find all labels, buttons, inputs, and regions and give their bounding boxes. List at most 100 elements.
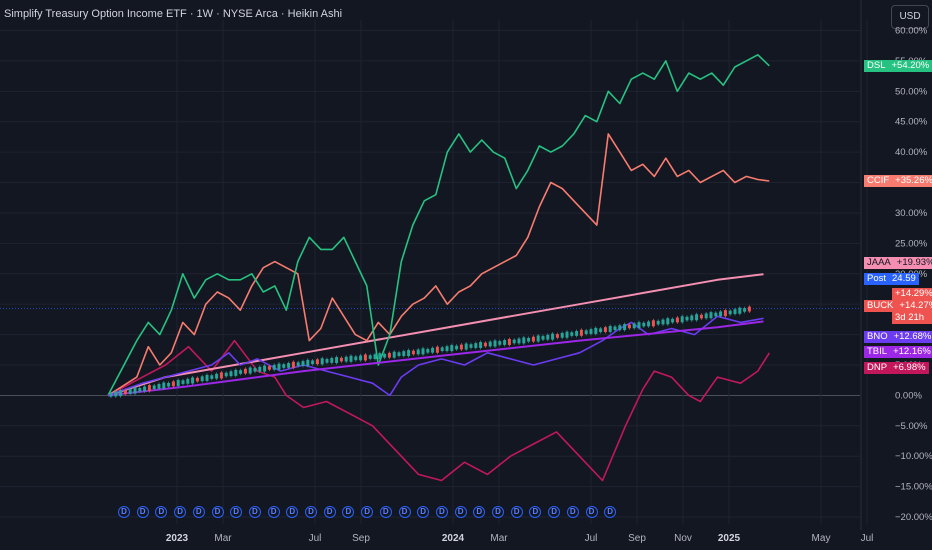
dividend-marker[interactable]: D xyxy=(454,506,467,518)
dividend-marker[interactable]: D xyxy=(473,506,486,518)
dividend-marker[interactable]: D xyxy=(211,506,224,518)
candle-body xyxy=(661,319,665,325)
candle-body xyxy=(551,333,555,340)
x-tick-label: Sep xyxy=(352,533,370,544)
y-tick-label: 50.00% xyxy=(895,86,928,97)
candle-body xyxy=(215,373,219,379)
candle-body xyxy=(728,310,732,315)
candle-body xyxy=(723,310,727,317)
price-tag-jaaa[interactable]: JAAA +19.93% xyxy=(864,257,932,269)
candle-body xyxy=(234,369,238,376)
dividend-marker[interactable]: D xyxy=(174,506,187,518)
candle-body xyxy=(536,335,540,342)
bar-countdown: 3d 21h xyxy=(892,312,932,324)
price-tag-symbol: CCIF xyxy=(864,175,893,187)
price-tag-value: +6.98% xyxy=(890,362,929,374)
currency-selector[interactable]: USD xyxy=(891,5,929,29)
candle-body xyxy=(368,355,372,359)
candle-body xyxy=(531,336,535,342)
dividend-marker[interactable]: D xyxy=(398,506,411,518)
candle-body xyxy=(224,372,228,377)
candle-body xyxy=(608,325,612,332)
series-line-ccif[interactable] xyxy=(107,133,770,397)
y-tick-label: −15.00% xyxy=(895,482,932,493)
dividend-marker[interactable]: D xyxy=(585,506,598,518)
candle-body xyxy=(287,363,291,368)
candle-body xyxy=(584,330,588,334)
series-line-dsl[interactable] xyxy=(107,53,770,396)
candle-body xyxy=(642,322,646,327)
candle-body xyxy=(647,321,651,327)
dividend-marker[interactable]: D xyxy=(379,506,392,518)
y-tick-label: 40.00% xyxy=(895,147,928,158)
price-tag-bno[interactable]: BNO +12.68% xyxy=(864,331,932,343)
dividend-marker[interactable]: D xyxy=(342,506,355,518)
candle-body xyxy=(248,367,252,374)
candle-body xyxy=(541,336,545,340)
candle-body xyxy=(709,312,713,319)
y-tick-label: 25.00% xyxy=(895,238,928,249)
price-tag-symbol: BNO xyxy=(864,331,891,343)
price-tag-dnp[interactable]: DNP +6.98% xyxy=(864,362,929,374)
candle-body xyxy=(147,385,151,392)
candle-body xyxy=(392,351,396,358)
candle-body xyxy=(267,366,271,370)
dividend-marker[interactable]: D xyxy=(192,506,205,518)
candle-body xyxy=(397,352,401,356)
candle-body xyxy=(411,350,415,355)
dividend-marker[interactable]: D xyxy=(155,506,168,518)
candle-body xyxy=(603,327,607,333)
candle-body xyxy=(171,381,175,387)
dividend-marker[interactable]: D xyxy=(136,506,149,518)
dividend-marker[interactable]: D xyxy=(118,506,130,518)
dividend-marker[interactable]: D xyxy=(548,506,561,518)
dividend-marker[interactable]: D xyxy=(248,506,261,518)
dividend-marker[interactable]: D xyxy=(230,506,243,518)
candle-body xyxy=(335,357,339,364)
series-line-jaaa[interactable] xyxy=(107,273,764,397)
candle-body xyxy=(114,391,118,397)
x-tick-label: Mar xyxy=(214,533,232,544)
series-lines xyxy=(107,53,770,482)
candle-body xyxy=(152,385,156,390)
candle-body xyxy=(435,346,439,353)
candle-body xyxy=(416,349,420,355)
dividend-marker[interactable]: D xyxy=(286,506,299,518)
dividend-marker[interactable]: D xyxy=(529,506,542,518)
dividend-marker[interactable]: D xyxy=(417,506,430,518)
series-line-dnp[interactable] xyxy=(107,339,770,482)
dividend-marker[interactable]: D xyxy=(566,506,579,518)
candle-body xyxy=(579,329,583,336)
dividend-marker[interactable]: D xyxy=(604,506,617,518)
candle-body xyxy=(344,356,348,362)
x-tick-label: 2025 xyxy=(718,533,741,544)
candle-body xyxy=(450,345,454,352)
series-line-tbil[interactable] xyxy=(107,320,764,397)
price-tag-ccif[interactable]: CCIF +35.26% xyxy=(864,175,932,187)
candle-body xyxy=(599,328,603,333)
price-tag-value: +35.26% xyxy=(892,175,932,187)
dividend-marker[interactable]: D xyxy=(323,506,336,518)
dividend-marker[interactable]: D xyxy=(267,506,280,518)
dividend-marker[interactable]: D xyxy=(435,506,448,518)
price-tag-buck[interactable]: +14.29%BUCK+14.27%3d 21h xyxy=(864,288,932,324)
price-tag-tbil[interactable]: TBIL +12.16% xyxy=(864,346,932,358)
candle-body xyxy=(627,324,631,329)
price-tag-symbol: Post xyxy=(864,273,890,285)
dividend-marker[interactable]: D xyxy=(510,506,523,518)
candle-body xyxy=(747,306,751,312)
candle-body xyxy=(277,363,281,370)
dividend-marker[interactable]: D xyxy=(361,506,374,518)
candle-body xyxy=(589,329,593,334)
candle-body xyxy=(695,314,699,321)
price-tag-post[interactable]: Post 24.59 xyxy=(864,273,919,285)
candle-body xyxy=(493,340,497,347)
candle-body xyxy=(253,368,257,372)
y-tick-label: −5.00% xyxy=(895,421,928,432)
dividend-marker[interactable]: D xyxy=(492,506,504,518)
candle-body xyxy=(181,380,185,384)
dividend-marker[interactable]: D xyxy=(305,506,317,518)
candle-body xyxy=(431,347,435,353)
price-tag-dsl[interactable]: DSL +54.20% xyxy=(864,60,932,72)
